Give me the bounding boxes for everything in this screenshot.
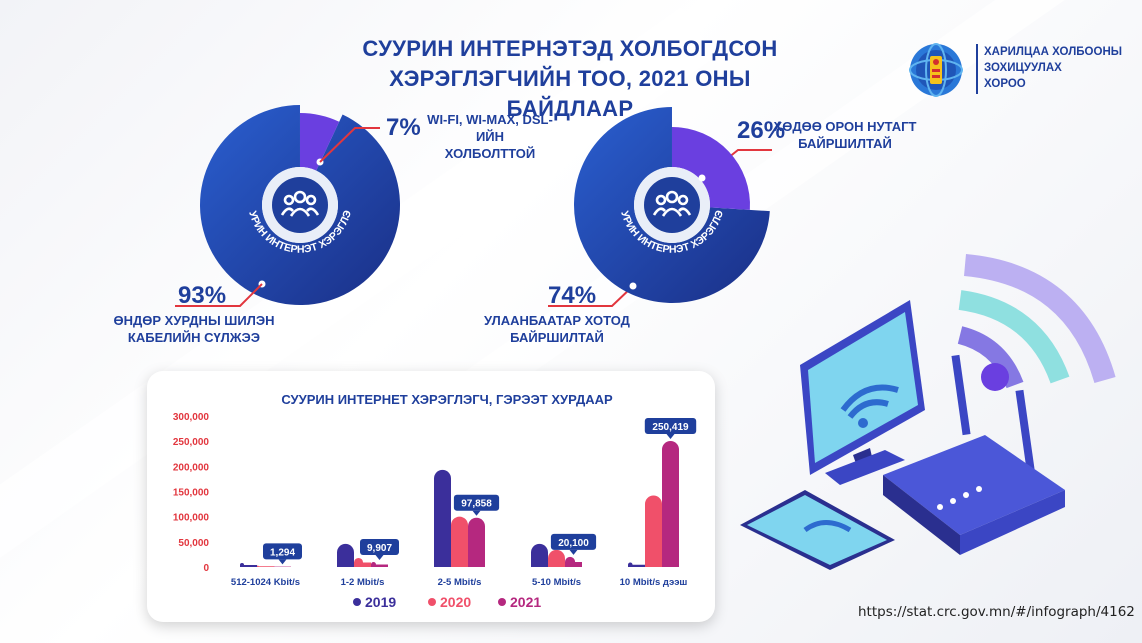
bar-2019-4 [628,562,645,567]
org-name-line-3: ХОРОО [984,78,1026,90]
value-callout-label: 1,294 [270,547,295,558]
donut1-large-slice [200,105,400,305]
source-url: https://stat.crc.gov.mn/#/infograph/4162 [858,604,1135,620]
wifi-waves-icon [957,254,1116,391]
title-line-2: ХЭРЭГЛЭГЧИЙН ТОО, 2021 ОНЫ БАЙДЛААР [389,66,751,121]
x-tick-label: 2-5 Mbit/s [438,577,482,588]
donut2-small-percent: 26% [737,117,786,144]
donut2-large-slice [574,107,770,303]
donut1-large-percent: 93% [178,282,227,309]
users-icon [280,190,320,217]
donut2-large-label-line-2: БАЙРШИЛТАЙ [510,330,604,345]
bar-2021-2 [468,517,485,567]
y-tick-label: 200,000 [173,462,210,473]
org-name: ХАРИЛЦАА ХОЛБООНЫ ЗОХИЦУУЛАХ ХОРОО [984,44,1134,92]
donut-chart-location: СУУРИН ИНТЕРНЭТ ХЭРЭГЛЭГЧ [567,100,770,303]
page-title: СУУРИН ИНТЕРНЭТЭД ХОЛБОГДСОН ХЭРЭГЛЭГЧИЙ… [330,34,810,124]
bar-2020-4 [645,495,662,567]
donut1-small-label-line-2: ХОЛБОЛТТОЙ [444,146,536,161]
bar-2019-2 [434,469,451,567]
donut2-large-percent: 74% [548,282,597,309]
y-tick-label: 50,000 [178,538,209,549]
value-callout: 250,419 [644,417,697,439]
donut1-large-label: ӨНДӨР ХУРДНЫ ШИЛЭН КАБЕЛИЙН СҮЛЖЭЭ [104,312,284,346]
y-tick-label: 0 [203,563,209,574]
donut1-small-label: WI-FI, WI-MAX, DSL-ИЙН ХОЛБОЛТТОЙ [420,111,560,162]
value-callout-label: 9,907 [367,543,392,554]
donut-chart-connection-type: СУУРИН ИНТЕРНЭТ ХЭРЭГЛЭГЧ [195,100,400,305]
x-tick-label: 10 Mbit/s дээш [620,577,688,588]
org-name-line-2: ЗОХИЦУУЛАХ [984,62,1062,74]
value-callout: 97,858 [453,494,500,516]
y-tick-label: 150,000 [173,488,210,499]
x-tick-label: 512-1024 Kbit/s [231,577,300,588]
y-tick-label: 100,000 [173,513,210,524]
value-callout: 9,907 [360,539,399,561]
org-name-line-1: ХАРИЛЦАА ХОЛБООНЫ [984,46,1123,58]
bar-chart: СУУРИН ИНТЕРНЕТ ХЭРЭГЛЭГЧ, ГЭРЭЭТ ХУРДАА… [173,392,697,610]
bar-2020-1 [354,557,371,567]
donut2-small-label-line-1: ХӨДӨӨ ОРОН НУТАГТ [773,119,917,134]
bar-2020-0 [257,565,274,567]
legend-marker [428,598,436,606]
donut2-large-label-line-1: УЛААНБААТАР ХОТОД [484,313,630,328]
monitor-icon [800,300,925,485]
donut2-small-label: ХӨДӨӨ ОРОН НУТАГТ БАЙРШИЛТАЙ [770,118,920,152]
value-callout-label: 250,419 [652,422,689,433]
bar-2019-1 [337,543,354,567]
value-callout: 20,100 [550,533,597,555]
donut2-center-badge [644,177,700,233]
legend-label: 2021 [510,594,541,610]
router-icon [883,354,1065,555]
donut2-small-label-line-2: БАЙРШИЛТАЙ [798,136,892,151]
donut1-center-badge [272,177,328,233]
legend-label: 2019 [365,594,396,610]
x-tick-label: 1-2 Mbit/s [341,577,385,588]
bar-2021-1 [371,562,388,567]
bar-2021-3 [565,556,582,567]
donut2-small-slice [672,127,750,210]
legend-marker [353,598,361,606]
donut1-small-percent: 7% [386,114,421,141]
router-illustration [740,254,1116,570]
donut2-marker-large [629,282,637,290]
bar-chart-title: СУУРИН ИНТЕРНЕТ ХЭРЭГЛЭГЧ, ГЭРЭЭТ ХУРДАА… [281,392,613,407]
legend-label: 2020 [440,594,471,610]
org-divider [976,44,978,94]
phone-icon [740,490,895,570]
bar-2020-2 [451,516,468,567]
x-tick-label: 5-10 Mbit/s [532,577,581,588]
y-tick-label: 300,000 [173,412,210,423]
value-callout: 1,294 [263,543,302,565]
donut1-large-label-line-2: КАБЕЛИЙН СҮЛЖЭЭ [127,330,261,345]
title-line-1: СУУРИН ИНТЕРНЭТЭД ХОЛБОГДСОН [362,36,778,61]
users-icon [652,190,692,217]
bar-chart-card: СУУРИН ИНТЕРНЕТ ХЭРЭГЛЭГЧ, ГЭРЭЭТ ХУРДАА… [147,371,715,622]
bar-2021-4 [662,440,679,567]
donut2-large-label: УЛААНБААТАР ХОТОД БАЙРШИЛТАЙ [462,312,652,346]
value-callout-label: 20,100 [558,538,589,549]
donut1-small-label-line-1: WI-FI, WI-MAX, DSL-ИЙН [427,112,553,144]
legend-marker [498,598,506,606]
value-callout-label: 97,858 [461,499,492,510]
donut1-small-slice [300,113,340,171]
soyombo-emblem-icon [909,43,963,97]
bar-2020-3 [548,549,565,567]
bar-2019-3 [531,543,548,567]
bar-2019-0 [240,562,257,567]
y-tick-label: 250,000 [173,437,210,448]
donut1-large-label-line-1: ӨНДӨР ХУРДНЫ ШИЛЭН [113,313,275,328]
donut2-marker-small [698,174,706,182]
org-logo: ХАРИЛЦАА ХОЛБООНЫ ЗОХИЦУУЛАХ ХОРОО [904,40,1134,100]
bar-2021-0 [274,566,291,567]
